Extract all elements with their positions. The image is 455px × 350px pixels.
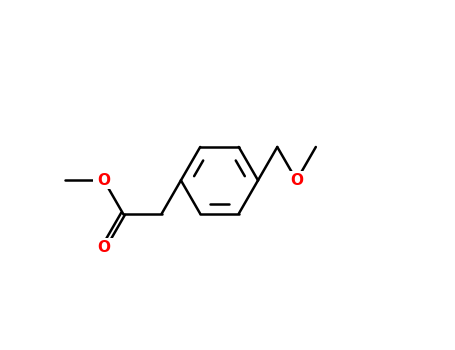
Bar <box>286 171 307 189</box>
Text: O: O <box>290 173 303 188</box>
Text: O: O <box>97 240 111 254</box>
Bar <box>93 238 115 256</box>
Text: O: O <box>97 173 111 188</box>
Bar <box>93 171 115 189</box>
